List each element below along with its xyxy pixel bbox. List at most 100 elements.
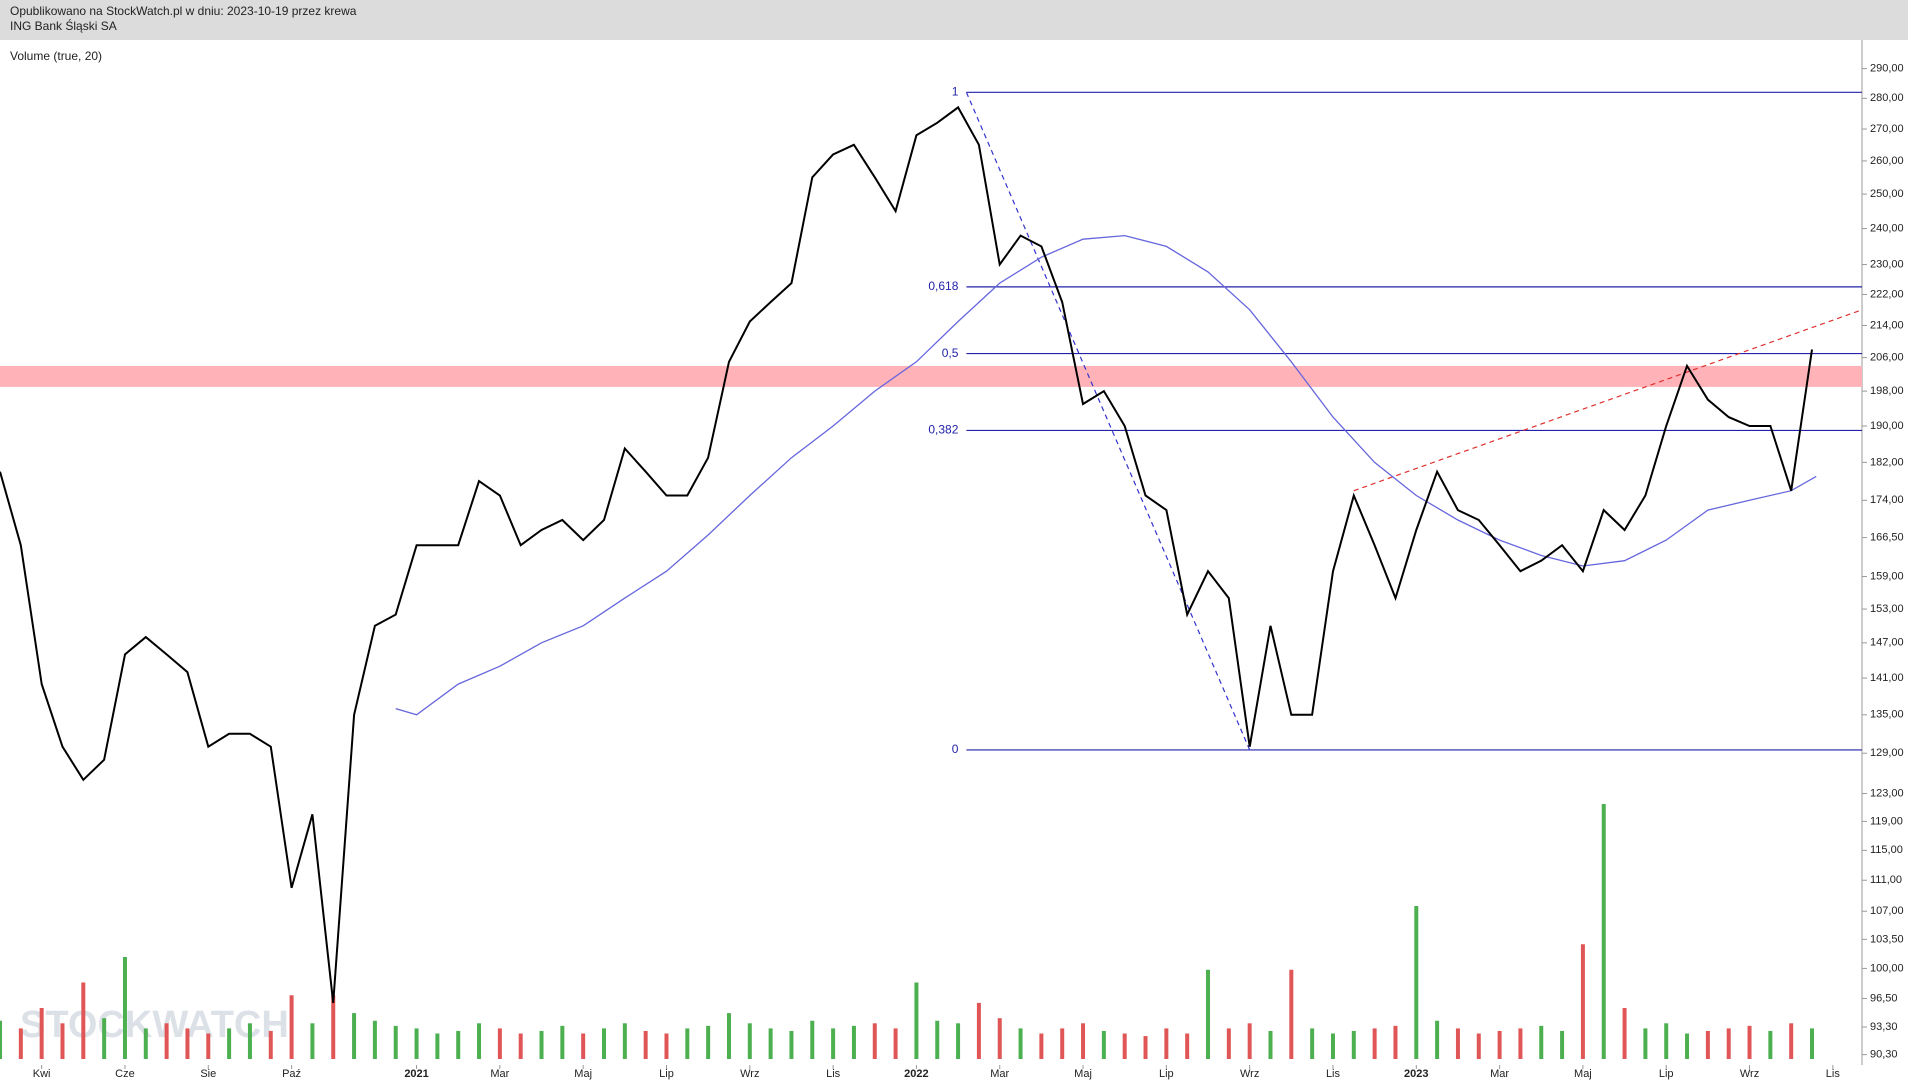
- fib-label: 0,382: [928, 423, 958, 437]
- y-tick-label: 190,00: [1870, 420, 1904, 432]
- volume-bar: [372, 1020, 377, 1059]
- y-tick-label: 230,00: [1870, 258, 1904, 270]
- y-tick-label: 198,00: [1870, 385, 1904, 397]
- volume-bar: [685, 1028, 690, 1059]
- y-tick-label: 270,00: [1870, 123, 1904, 135]
- volume-bar: [456, 1030, 461, 1059]
- fib-label: 0,618: [928, 279, 958, 293]
- x-tick-label: Wrz: [1240, 1068, 1259, 1080]
- volume-bar: [1185, 1033, 1190, 1059]
- volume-bar: [1206, 969, 1211, 1059]
- volume-bar: [143, 1028, 148, 1059]
- volume-bar: [768, 1028, 773, 1059]
- volume-bar: [18, 1028, 23, 1059]
- y-tick-label: 93,30: [1870, 1021, 1898, 1033]
- volume-bar: [81, 982, 86, 1059]
- x-tick-label: Lip: [659, 1068, 674, 1080]
- volume-bar: [1268, 1030, 1273, 1059]
- volume-bar: [1747, 1025, 1752, 1059]
- volume-bar: [810, 1020, 815, 1059]
- volume-bar: [60, 1023, 65, 1059]
- volume-bar: [1726, 1028, 1731, 1059]
- volume-bar: [497, 1028, 502, 1059]
- volume-bar: [893, 1028, 898, 1059]
- fib-label: 0,5: [942, 346, 959, 360]
- y-tick-label: 103,50: [1870, 933, 1904, 945]
- volume-bar: [289, 995, 294, 1059]
- header-line: ING Bank Śląski SA: [10, 18, 117, 33]
- volume-bar: [477, 1023, 482, 1059]
- volume-bar: [1351, 1030, 1356, 1059]
- volume-bar: [102, 1018, 107, 1059]
- x-tick-label: Mar: [990, 1068, 1009, 1080]
- x-tick-label: Lip: [1659, 1068, 1674, 1080]
- y-tick-label: 129,00: [1870, 747, 1904, 759]
- volume-bar: [1601, 804, 1606, 1059]
- x-tick-label: Wrz: [740, 1068, 759, 1080]
- x-tick-label: Kwi: [33, 1068, 51, 1080]
- volume-bar: [1768, 1030, 1773, 1059]
- volume-bar: [851, 1025, 856, 1059]
- volume-bar: [914, 982, 919, 1059]
- volume-bar: [706, 1025, 711, 1059]
- header-bar: [0, 0, 1908, 40]
- volume-bar: [602, 1028, 607, 1059]
- volume-bar: [997, 1018, 1002, 1059]
- volume-bar: [789, 1030, 794, 1059]
- volume-bar: [581, 1033, 586, 1059]
- volume-bar: [1289, 969, 1294, 1059]
- volume-bar: [227, 1028, 232, 1059]
- trendline: [1353, 309, 1863, 492]
- volume-bar: [185, 1028, 190, 1059]
- volume-bar: [560, 1025, 565, 1059]
- volume-bar: [726, 1013, 731, 1059]
- volume-bar: [1164, 1028, 1169, 1059]
- volume-bar: [1435, 1020, 1440, 1059]
- volume-bar: [1539, 1025, 1544, 1059]
- volume-bar: [435, 1033, 440, 1059]
- x-tick-label: Lis: [1326, 1068, 1341, 1080]
- volume-bar: [1101, 1030, 1106, 1059]
- y-tick-label: 119,00: [1870, 815, 1903, 827]
- y-tick-label: 174,00: [1870, 494, 1904, 506]
- watermark: STOCKWATCH: [20, 1004, 289, 1046]
- volume-bar: [122, 957, 127, 1059]
- x-tick-label: Maj: [574, 1068, 592, 1080]
- volume-bar: [1081, 1023, 1086, 1059]
- volume-bar: [518, 1033, 523, 1059]
- y-tick-label: 90,30: [1870, 1049, 1898, 1061]
- volume-bar: [1455, 1028, 1460, 1059]
- y-tick-label: 147,00: [1870, 637, 1904, 649]
- volume-bar: [310, 1023, 315, 1059]
- y-tick-label: 240,00: [1870, 222, 1904, 234]
- volume-bar: [1414, 906, 1419, 1059]
- y-tick-label: 290,00: [1870, 63, 1904, 75]
- volume-bar: [1143, 1036, 1148, 1059]
- volume-bar: [1789, 1023, 1794, 1059]
- y-tick-label: 250,00: [1870, 188, 1904, 200]
- volume-bar: [1810, 1028, 1815, 1059]
- volume-bar: [1518, 1028, 1523, 1059]
- y-tick-label: 100,00: [1870, 962, 1904, 974]
- volume-bar: [1643, 1028, 1648, 1059]
- y-tick-label: 166,50: [1870, 531, 1904, 543]
- y-tick-label: 107,00: [1870, 905, 1904, 917]
- y-tick-label: 214,00: [1870, 319, 1904, 331]
- volume-bar: [393, 1025, 398, 1059]
- volume-bar: [1685, 1033, 1690, 1059]
- volume-bar: [1372, 1028, 1377, 1059]
- volume-bar: [414, 1028, 419, 1059]
- moving-average: [395, 234, 1817, 716]
- volume-bar: [831, 1028, 836, 1059]
- y-tick-label: 96,50: [1870, 992, 1898, 1004]
- volume-bar: [39, 1008, 44, 1059]
- fib-label: 1: [952, 84, 959, 98]
- volume-bar: [247, 1023, 252, 1059]
- x-tick-label: Mar: [490, 1068, 509, 1080]
- x-tick-label: Lis: [1826, 1068, 1841, 1080]
- volume-bar: [206, 1033, 211, 1059]
- volume-bar: [1018, 1028, 1023, 1059]
- volume-bar: [164, 1023, 169, 1059]
- x-tick-label: Sie: [200, 1068, 216, 1080]
